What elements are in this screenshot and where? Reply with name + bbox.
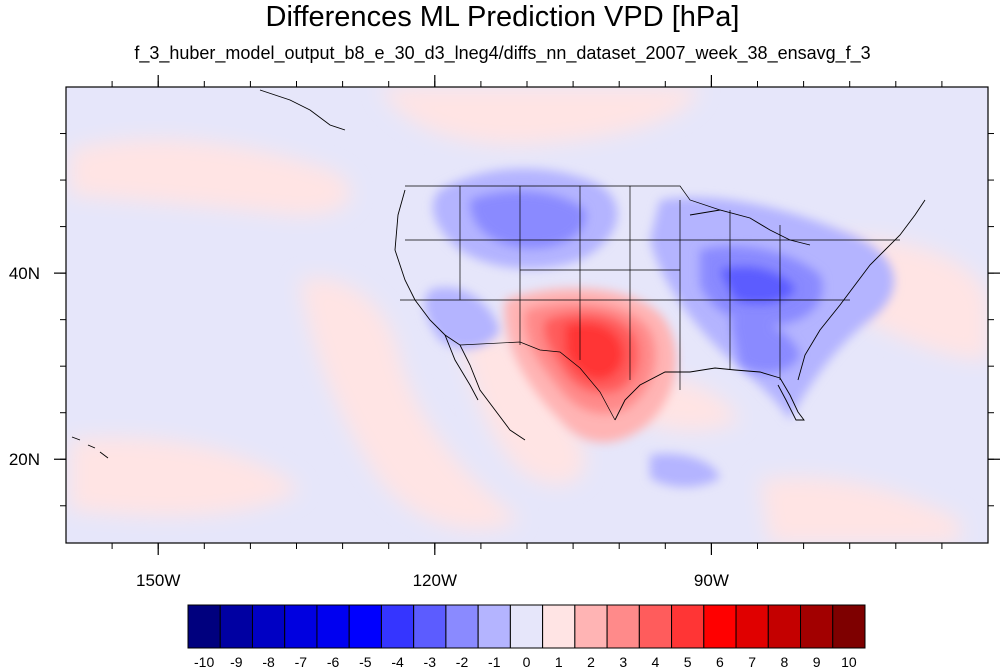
colorbar-bin	[606, 604, 640, 649]
colorbar-label: -6	[327, 654, 340, 670]
colorbar-label: 1	[555, 654, 563, 670]
patch-west-pacific	[70, 437, 300, 516]
patch-northeast	[380, 87, 700, 145]
colorbar-label: -4	[391, 654, 404, 670]
lon-tick-label: 90W	[694, 571, 729, 590]
coast-east	[797, 199, 926, 381]
colorbar-bin	[477, 604, 511, 649]
alaska-panhandle	[259, 89, 346, 131]
colorbar-bin	[542, 604, 576, 649]
colorbar-bin	[413, 604, 447, 649]
hawaii	[71, 436, 109, 459]
colorbar-bin	[380, 604, 415, 649]
colorbar-bin	[832, 604, 866, 649]
blue-mid-regions	[470, 191, 823, 373]
colorbar-label: 8	[781, 654, 789, 670]
colorbar-label: -8	[262, 654, 275, 670]
colorbar-bin	[219, 604, 253, 649]
colorbar-bin	[509, 604, 544, 649]
colorbar-bin	[445, 604, 479, 649]
colorbar: -10 -9 -8 -7 -6 -5 -4 -3 -2 -1 0 1 2 3 4 5 6 7 8 9 10	[187, 604, 866, 670]
colorbar-label: 4	[652, 654, 660, 670]
colorbar-bin	[348, 604, 382, 649]
colorbar-label: -9	[230, 654, 243, 670]
colorbar-label: -7	[295, 654, 308, 670]
blue-east-mexico	[650, 453, 720, 487]
lon-tick-label: 150W	[136, 571, 180, 590]
coast-gulf	[614, 367, 781, 421]
patch-mexico	[460, 328, 586, 485]
red-hotspot	[504, 288, 677, 443]
colorbar-bin	[574, 604, 608, 649]
blue-strong-regions	[720, 266, 795, 304]
colorbar-label: 5	[684, 654, 692, 670]
axis-ticks: 150W 120W 90W 40N 20N	[9, 75, 1000, 590]
red-level-4	[565, 322, 624, 380]
colorbar-bin	[316, 604, 350, 649]
colorbar-label: -1	[488, 654, 501, 670]
colorbar-bin	[703, 604, 737, 649]
blue-wyoming	[470, 191, 586, 249]
colorbar-label: 0	[523, 654, 531, 670]
colorbar-label: -5	[359, 654, 372, 670]
colorbar-label: -3	[424, 654, 437, 670]
colorbar-bin	[638, 604, 673, 649]
florida	[777, 377, 805, 421]
colorbar-label: 9	[813, 654, 821, 670]
colorbar-label: 7	[748, 654, 756, 670]
colorbar-label: -2	[456, 654, 469, 670]
patch-pacific-east	[300, 278, 520, 530]
pink-patches	[70, 87, 988, 543]
great-lakes	[689, 209, 811, 246]
colorbar-label: 3	[619, 654, 627, 670]
lon-tick-label: 120W	[413, 571, 457, 590]
patch-north-pacific	[70, 139, 351, 216]
colorbar-bin	[735, 604, 769, 649]
colorbar-label: 2	[587, 654, 595, 670]
field-layer	[70, 87, 988, 543]
colorbar-bin	[767, 604, 802, 649]
lat-tick-label: 20N	[9, 450, 40, 469]
colorbar-label: -10	[194, 654, 214, 670]
colorbar-bin	[251, 604, 286, 649]
colorbar-bin	[284, 604, 318, 649]
coastlines	[71, 89, 926, 459]
colorbar-label: 10	[841, 654, 857, 670]
blue-southeast	[730, 319, 800, 373]
state-lines	[400, 186, 900, 390]
chart-subtitle: f_3_huber_model_output_b8_e_30_d3_lneg4/…	[134, 43, 871, 63]
colorbar-bin	[187, 604, 221, 649]
lat-tick-label: 40N	[9, 264, 40, 283]
patch-caribbean	[760, 477, 960, 543]
colorbar-label: 6	[716, 654, 724, 670]
us-canada-border	[405, 185, 721, 211]
blue-core-kentucky	[720, 266, 795, 304]
us-borders	[400, 185, 900, 421]
colorbar-bin	[800, 604, 834, 649]
baja	[444, 334, 479, 401]
chart-title: Differences ML Prediction VPD [hPa]	[265, 1, 740, 33]
colorbar-bin	[671, 604, 705, 649]
